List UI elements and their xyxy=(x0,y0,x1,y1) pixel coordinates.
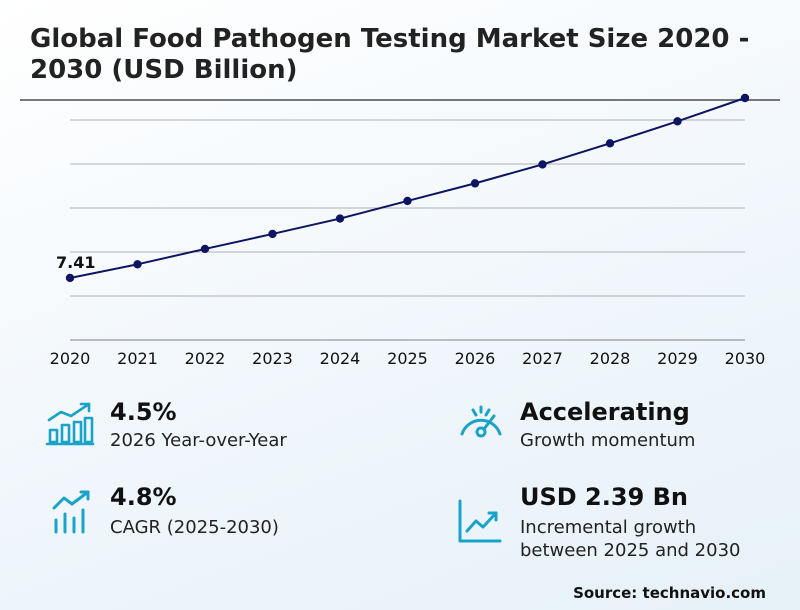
data-point xyxy=(605,139,615,148)
data-point xyxy=(133,260,142,269)
data-label: 7.41 xyxy=(56,253,95,272)
data-point xyxy=(740,93,750,103)
series-line xyxy=(69,97,746,279)
x-tick-label: 2029 xyxy=(657,349,698,368)
stat-yoy-value: 4.5% xyxy=(110,398,177,426)
data-point xyxy=(470,179,480,188)
stat-incremental-value: USD 2.39 Bn xyxy=(520,483,688,511)
x-tick-label: 2024 xyxy=(320,349,361,368)
title-divider xyxy=(20,99,780,101)
bar-chart-growth-icon xyxy=(45,402,95,446)
x-tick-label: 2020 xyxy=(50,349,91,368)
x-tick-label: 2022 xyxy=(185,349,226,368)
line-chart: 2020 2021 2022 2023 2024 2025 2026 2027 2028 2029… xyxy=(50,93,766,368)
stat-cagr-label: CAGR (2025-2030) xyxy=(110,517,279,538)
data-point xyxy=(538,160,547,169)
stat-momentum-label: Growth momentum xyxy=(520,430,696,451)
stat-cagr-value: 4.8% xyxy=(110,483,177,511)
stat-incremental-label-2: between 2025 and 2030 xyxy=(520,540,741,561)
x-tick-label: 2021 xyxy=(117,349,158,368)
trend-bars-icon xyxy=(52,490,90,534)
data-point xyxy=(335,214,345,223)
x-tick-label: 2026 xyxy=(455,349,496,368)
x-tick-label: 2030 xyxy=(725,349,766,368)
data-point xyxy=(200,244,210,254)
stat-incremental-label-1: Incremental growth xyxy=(520,517,697,538)
line-chart-up-icon xyxy=(458,499,502,543)
stat-momentum-value: Accelerating xyxy=(520,398,690,426)
data-point xyxy=(65,273,75,283)
x-tick-label: 2027 xyxy=(522,349,563,368)
data-point xyxy=(673,117,682,126)
data-point xyxy=(403,196,412,206)
source-credit: Source: technavio.com xyxy=(573,584,766,602)
x-tick-label: 2023 xyxy=(252,349,293,368)
chart-title: Global Food Pathogen Testing Market Size… xyxy=(30,24,750,85)
speedometer-icon xyxy=(460,405,502,438)
x-tick-label: 2028 xyxy=(590,349,631,368)
stat-yoy-label: 2026 Year-over-Year xyxy=(110,430,287,451)
data-point xyxy=(268,229,277,239)
x-tick-label: 2025 xyxy=(387,349,428,368)
